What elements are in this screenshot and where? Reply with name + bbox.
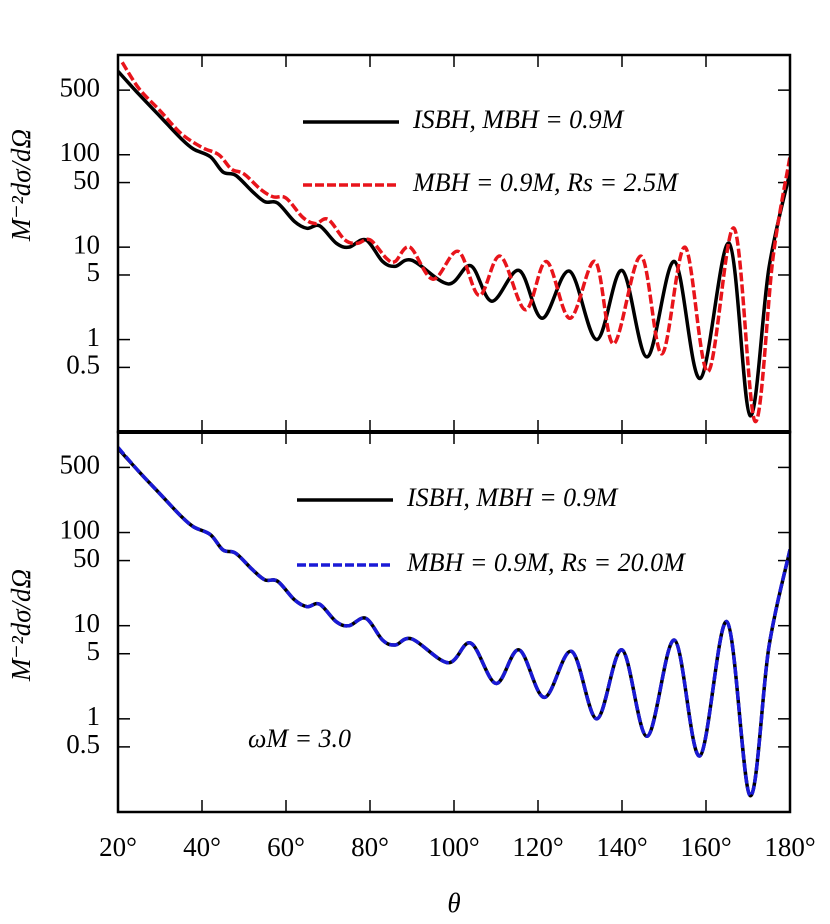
y-tick-label: 100 bbox=[60, 515, 101, 545]
y-tick-label: 1 bbox=[87, 322, 101, 352]
legend-label: MBH = 0.9M, Rs = 20.0M bbox=[406, 548, 686, 577]
x-tick-label: 80° bbox=[351, 832, 389, 862]
y-axis-label: M⁻²dσ/dΩ bbox=[6, 569, 36, 682]
y-axis-label: M⁻²dσ/dΩ bbox=[6, 129, 36, 242]
x-tick-label: 140° bbox=[596, 832, 647, 862]
y-tick-label: 5 bbox=[87, 636, 101, 666]
legend-label: MBH = 0.9M, Rs = 2.5M bbox=[412, 168, 679, 197]
x-tick-label: 20° bbox=[99, 832, 137, 862]
legend-label: ISBH, MBH = 0.9M bbox=[412, 105, 625, 134]
x-tick-label: 180° bbox=[764, 832, 815, 862]
y-tick-label: 5 bbox=[87, 257, 101, 287]
x-tick-label: 120° bbox=[512, 832, 563, 862]
y-tick-label: 10 bbox=[73, 229, 100, 259]
series-line bbox=[118, 446, 790, 798]
y-tick-label: 1 bbox=[87, 701, 101, 731]
y-tick-label: 500 bbox=[60, 72, 101, 102]
x-tick-label: 60° bbox=[267, 832, 305, 862]
x-tick-label: 40° bbox=[183, 832, 221, 862]
x-tick-label: 160° bbox=[680, 832, 731, 862]
x-tick-label: 100° bbox=[428, 832, 479, 862]
y-tick-label: 10 bbox=[73, 608, 100, 638]
y-tick-label: 50 bbox=[73, 543, 100, 573]
annotation: ωM = 3.0 bbox=[248, 724, 351, 753]
y-tick-label: 0.5 bbox=[66, 350, 100, 380]
y-tick-label: 50 bbox=[73, 165, 100, 195]
legend-label: ISBH, MBH = 0.9M bbox=[406, 483, 619, 512]
y-tick-label: 500 bbox=[60, 450, 101, 480]
y-tick-label: 0.5 bbox=[66, 729, 100, 759]
series-line bbox=[120, 61, 790, 424]
series-line bbox=[118, 70, 790, 418]
x-axis-label: θ bbox=[447, 888, 460, 918]
y-tick-label: 100 bbox=[60, 137, 101, 167]
